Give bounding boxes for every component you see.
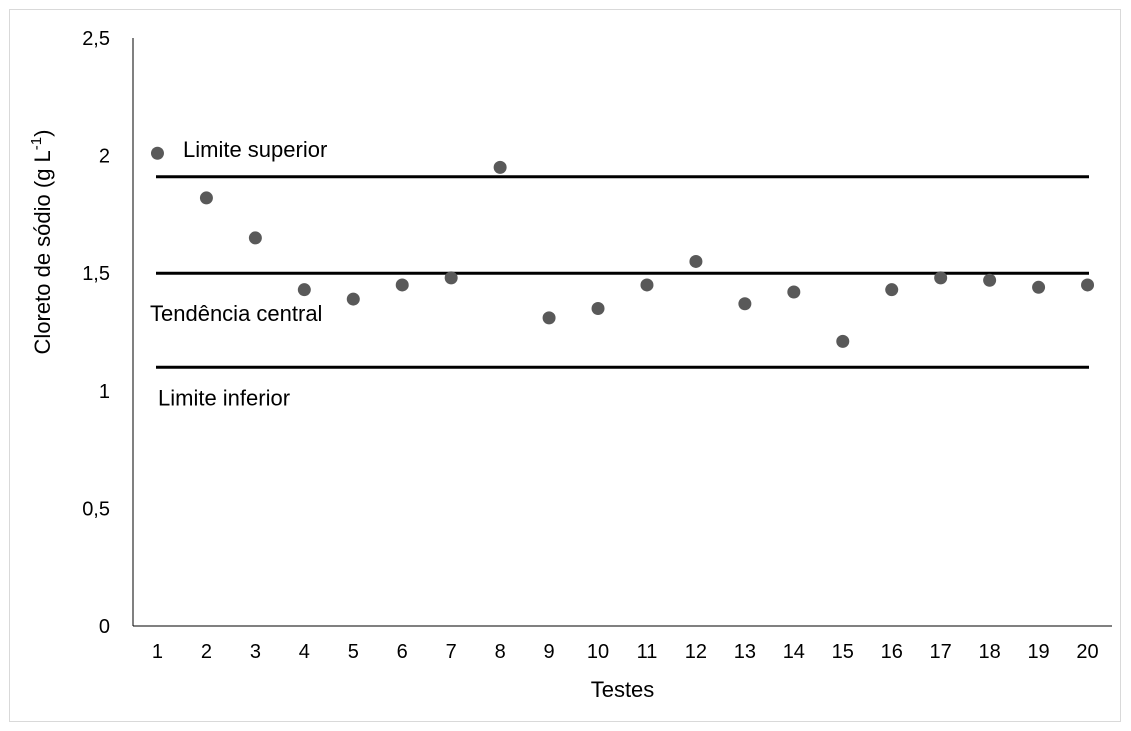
data-point [689,254,703,268]
x-tick-label: 5 [348,641,359,663]
data-points [150,146,1095,348]
data-point [346,292,360,306]
x-tick-label: 17 [930,641,952,663]
y-tick-label: 0,5 [82,498,110,520]
x-tick-label: 19 [1027,641,1049,663]
y-tick-label: 1,5 [82,263,110,285]
x-tick-label: 11 [637,641,658,663]
data-point [836,334,850,348]
data-point [199,191,213,205]
data-point [591,301,605,315]
data-point [885,283,899,297]
chart-frame [9,9,1121,722]
x-tick-label: 3 [250,641,261,663]
x-tick-label: 2 [201,641,212,663]
y-axis-title: Cloreto de sódio (g L-1) [28,130,55,355]
data-point [248,231,262,245]
x-tick-label: 8 [495,641,506,663]
reference-line-label: Limite inferior [158,385,290,410]
data-point [542,311,556,325]
x-axis-title: Testes [591,677,655,702]
y-tick-label: 2 [99,146,110,168]
data-point [395,278,409,292]
x-tick-label: 4 [299,641,310,663]
data-point [297,283,311,297]
data-point [787,285,801,299]
x-tick-label: 14 [783,641,805,663]
y-tick-label: 0 [99,616,110,638]
data-point [444,271,458,285]
x-tick-label: 12 [685,641,707,663]
data-point [1081,278,1095,292]
data-point [150,146,164,160]
y-tick-label: 1 [99,381,110,403]
data-point [1032,280,1046,294]
x-axis: 1 2 3 4 5 6 7 8 9 10 11 12 13 14 15 16 17 18 19 20 [133,625,1112,663]
x-tick-label: 20 [1076,641,1098,663]
reference-line-label: Tendência central [150,301,322,326]
data-point [983,273,997,287]
y-axis: 0 0,5 1 1,5 2 2,5 [82,28,134,638]
y-axis-title-main: Cloreto de sódio (g L [30,150,55,354]
x-tick-label: 10 [587,641,609,663]
reference-lines: Limite superior Tendência central Limite i… [150,137,1089,410]
y-tick-label: 2,5 [82,28,110,50]
x-tick-label: 9 [544,641,555,663]
x-tick-label: 15 [832,641,854,663]
x-tick-label: 16 [881,641,903,663]
x-tick-label: 18 [979,641,1001,663]
x-tick-label: 7 [446,641,457,663]
x-tick-label: 6 [397,641,408,663]
data-point [640,278,654,292]
x-tick-label: 1 [152,641,163,663]
x-tick-label: 13 [734,641,756,663]
y-axis-title-superscript: -1 [28,137,45,150]
reference-line-label: Limite superior [183,137,327,162]
data-point [493,160,507,174]
y-axis-title-close: ) [30,130,55,137]
data-point [738,297,752,311]
data-point [934,271,948,285]
